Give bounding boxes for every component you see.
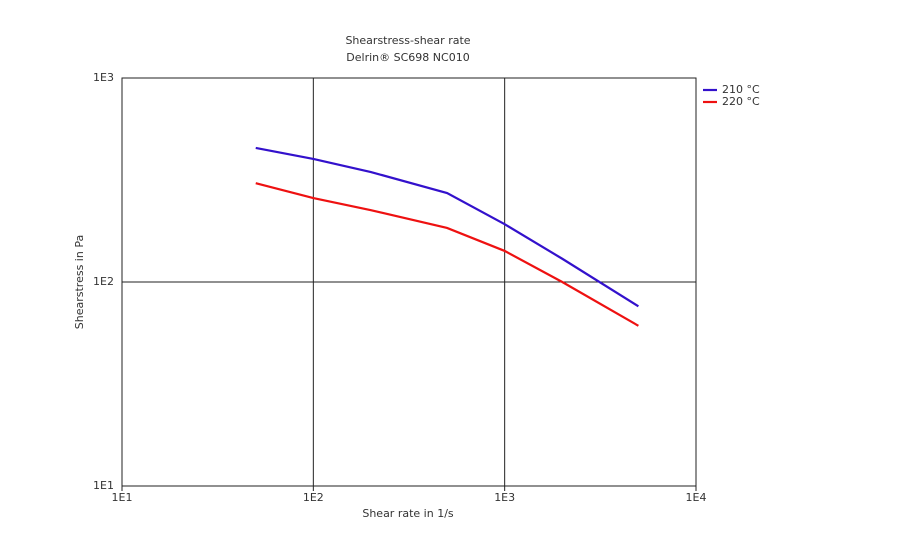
chart-subtitle: Delrin® SC698 NC010 [346, 51, 469, 64]
y-tick-label: 1E1 [93, 479, 114, 492]
y-tick-label: 1E2 [93, 275, 114, 288]
x-axis-label: Shear rate in 1/s [362, 507, 454, 520]
y-axis-label: Shearstress in Pa [73, 235, 86, 329]
chart-title: Shearstress-shear rate [345, 34, 470, 47]
legend-label: 220 °C [722, 95, 760, 108]
x-tick-label: 1E3 [494, 491, 515, 504]
legend-label: 210 °C [722, 83, 760, 96]
series-line [255, 146, 639, 308]
y-tick-label: 1E3 [93, 71, 114, 84]
series-line [255, 182, 639, 327]
x-tick-label: 1E4 [686, 491, 707, 504]
x-tick-label: 1E1 [112, 491, 133, 504]
x-tick-label: 1E2 [303, 491, 324, 504]
